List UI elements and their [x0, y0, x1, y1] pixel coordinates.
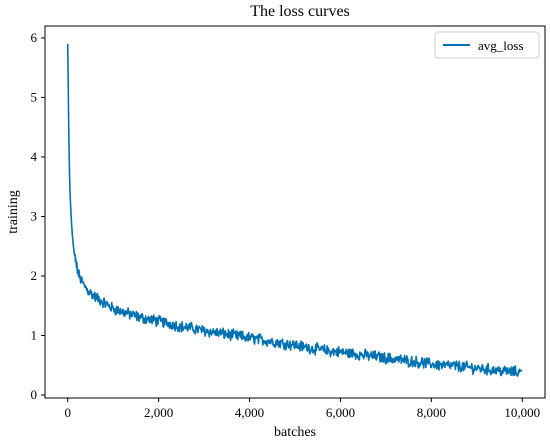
y-tick-label: 4	[31, 149, 38, 164]
x-tick-label: 8,000	[417, 405, 446, 420]
plot-area	[44, 25, 546, 399]
series-avg-loss	[66, 43, 523, 377]
y-tick-label: 6	[31, 30, 38, 45]
y-tick-label: 1	[31, 328, 38, 343]
y-tick-label: 5	[31, 89, 38, 104]
y-axis-label: training	[6, 190, 21, 234]
y-tick-label: 0	[31, 387, 38, 402]
x-tick-label: 4,000	[235, 405, 264, 420]
x-axis: 0 2,000 4,000 6,000 8,000 10,000	[64, 398, 540, 420]
legend: avg_loss	[434, 31, 540, 59]
y-tick-label: 2	[31, 268, 38, 283]
y-tick-label: 3	[31, 208, 38, 223]
chart-title: The loss curves	[250, 3, 350, 20]
x-tick-label: 0	[64, 405, 71, 420]
x-tick-label: 2,000	[144, 405, 173, 420]
series-line-avg-loss	[66, 43, 523, 377]
legend-label-avg-loss: avg_loss	[478, 38, 524, 53]
x-axis-label: batches	[274, 425, 316, 440]
y-axis: 0 1 2 3 4 5 6	[31, 30, 45, 402]
legend-frame	[434, 31, 540, 59]
plot-frame	[44, 25, 546, 399]
x-tick-label: 10,000	[504, 405, 540, 420]
x-tick-label: 6,000	[326, 405, 355, 420]
